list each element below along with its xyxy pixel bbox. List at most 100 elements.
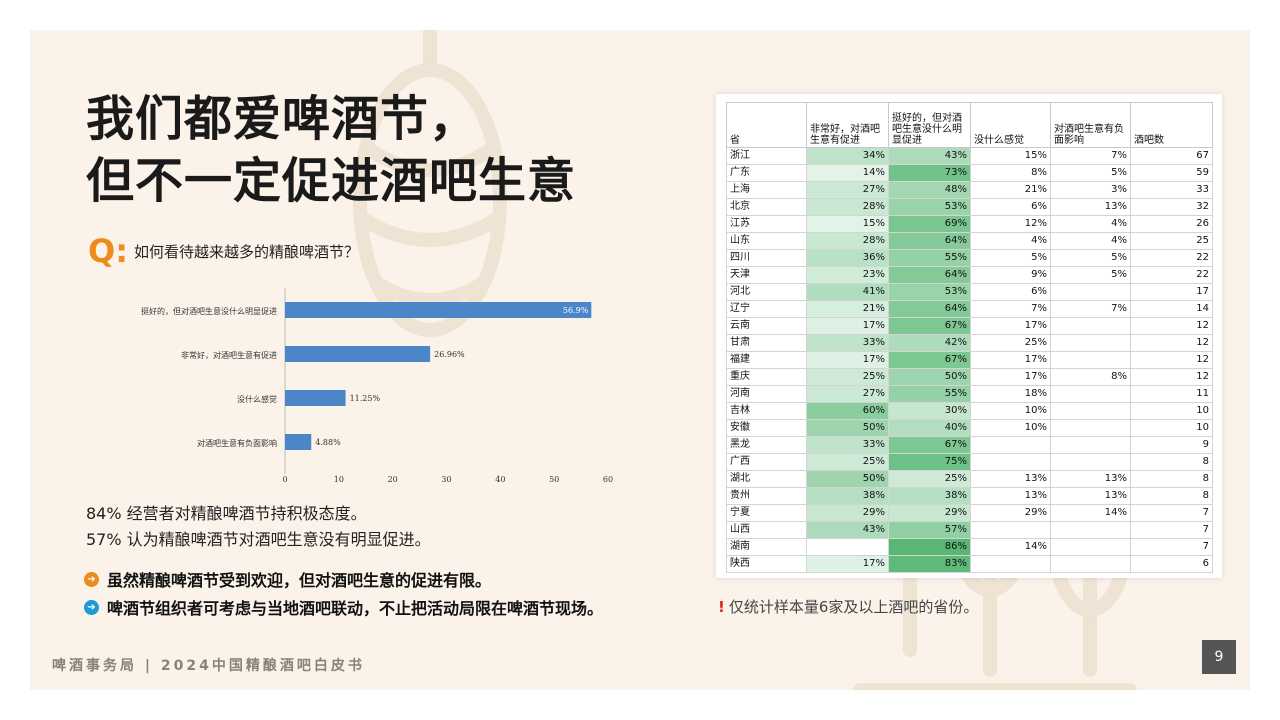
table-row: 辽宁 21% 64% 7% 7% 14 <box>726 300 1213 318</box>
value-cell: 25% <box>970 334 1051 352</box>
footer-source: 啤酒事务局 | 2024中国精酿酒吧白皮书 <box>52 658 365 674</box>
bar <box>285 390 346 406</box>
value-cell: 5% <box>1050 164 1131 182</box>
data-label: 11.25% <box>350 394 381 403</box>
category-label: 挺好的，但对酒吧生意没什么明显促进 <box>141 306 277 316</box>
value-cell: 40% <box>888 419 971 437</box>
value-cell: 21% <box>806 300 889 318</box>
value-cell <box>1050 334 1131 352</box>
value-cell: 4% <box>1050 215 1131 233</box>
value-cell: 12 <box>1130 334 1213 352</box>
value-cell: 43% <box>806 521 889 539</box>
table-row: 广西 25% 75% 8 <box>726 453 1213 471</box>
table-row: 安徽 50% 40% 10% 10 <box>726 419 1213 437</box>
value-cell: 50% <box>806 419 889 437</box>
value-cell: 67% <box>888 436 971 454</box>
value-cell <box>1050 419 1131 437</box>
value-cell <box>970 521 1051 539</box>
value-cell: 13% <box>970 470 1051 488</box>
value-cell: 64% <box>888 300 971 318</box>
value-cell: 50% <box>806 470 889 488</box>
value-cell: 41% <box>806 283 889 301</box>
value-cell: 33% <box>806 334 889 352</box>
value-cell: 14% <box>1050 504 1131 522</box>
value-cell: 25% <box>806 368 889 386</box>
value-cell: 75% <box>888 453 971 471</box>
arrow-right-icon: ➔ <box>84 599 99 615</box>
value-cell: 38% <box>888 487 971 505</box>
survey-bar-chart: 挺好的，但对酒吧生意没什么明显促进 56.9% 非常好，对酒吧生意有促进 26.96%… <box>141 288 613 484</box>
value-cell: 22 <box>1130 266 1213 284</box>
value-cell: 30% <box>888 402 971 420</box>
value-cell: 28% <box>806 198 889 216</box>
value-cell: 10% <box>970 402 1051 420</box>
value-cell: 73% <box>888 164 971 182</box>
column-header: 非常好，对酒吧生意有促进 <box>806 102 889 148</box>
table-row: 山西 43% 57% 7 <box>726 521 1213 539</box>
x-tick-label: 0 <box>282 475 287 484</box>
value-cell: 15% <box>806 215 889 233</box>
value-cell: 3% <box>1050 181 1131 199</box>
province-cell: 甘肃 <box>726 334 807 352</box>
value-cell: 25% <box>888 470 971 488</box>
value-cell: 67 <box>1130 147 1213 165</box>
value-cell: 34% <box>806 147 889 165</box>
value-cell: 13% <box>1050 198 1131 216</box>
value-cell <box>970 436 1051 454</box>
province-cell: 辽宁 <box>726 300 807 318</box>
table-row: 湖南 86% 14% 7 <box>726 538 1213 556</box>
value-cell: 4% <box>970 232 1051 250</box>
value-cell: 4% <box>1050 232 1131 250</box>
arrow-right-icon: ➔ <box>84 571 99 587</box>
value-cell: 25 <box>1130 232 1213 250</box>
value-cell <box>1050 351 1131 369</box>
value-cell: 33% <box>806 436 889 454</box>
bullet-1: ➔ 虽然精酿啤酒节受到欢迎，但对酒吧生意的促进有限。 <box>84 567 491 591</box>
value-cell: 8 <box>1130 470 1213 488</box>
table-row: 河南 27% 55% 18% 11 <box>726 385 1213 403</box>
value-cell <box>806 538 889 556</box>
value-cell: 53% <box>888 198 971 216</box>
value-cell: 55% <box>888 249 971 267</box>
stat-line-1: 84% 经营者对精酿啤酒节持积极态度。 <box>86 504 367 523</box>
province-cell: 北京 <box>726 198 807 216</box>
value-cell: 7% <box>1050 300 1131 318</box>
table-row: 四川 36% 55% 5% 5% 22 <box>726 249 1213 267</box>
footnote-text: 仅统计样本量6家及以上酒吧的省份。 <box>728 598 979 616</box>
value-cell: 43% <box>888 147 971 165</box>
value-cell <box>1050 283 1131 301</box>
province-cell: 河北 <box>726 283 807 301</box>
table-row: 上海 27% 48% 21% 3% 33 <box>726 181 1213 199</box>
value-cell: 42% <box>888 334 971 352</box>
value-cell: 86% <box>888 538 971 556</box>
value-cell <box>1050 555 1131 573</box>
value-cell: 21% <box>970 181 1051 199</box>
value-cell: 9 <box>1130 436 1213 454</box>
value-cell <box>1050 453 1131 471</box>
table-row: 河北 41% 53% 6% 17 <box>726 283 1213 301</box>
value-cell: 8 <box>1130 453 1213 471</box>
value-cell: 10% <box>970 419 1051 437</box>
value-cell <box>1050 538 1131 556</box>
column-header: 没什么感觉 <box>970 102 1051 148</box>
column-header: 省 <box>726 102 807 148</box>
table-body: 浙江 34% 43% 15% 7% 67 广东 14% 73% 8% 5% 59 上海 27% 48% 21%… <box>726 147 1213 573</box>
value-cell: 12 <box>1130 317 1213 335</box>
value-cell: 13% <box>1050 487 1131 505</box>
province-cell: 吉林 <box>726 402 807 420</box>
bullet-2-text: 啤酒节组织者可考虑与当地酒吧联动，不止把活动局限在啤酒节现场。 <box>107 599 604 618</box>
table-row: 江苏 15% 69% 12% 4% 26 <box>726 215 1213 233</box>
question-mark-label: Q: <box>88 232 128 270</box>
value-cell: 59 <box>1130 164 1213 182</box>
value-cell: 14% <box>806 164 889 182</box>
province-cell: 江苏 <box>726 215 807 233</box>
table-row: 湖北 50% 25% 13% 13% 8 <box>726 470 1213 488</box>
value-cell: 17 <box>1130 283 1213 301</box>
value-cell: 67% <box>888 351 971 369</box>
province-cell: 黑龙 <box>726 436 807 454</box>
table-row: 甘肃 33% 42% 25% 12 <box>726 334 1213 352</box>
data-label: 26.96% <box>434 350 465 359</box>
value-cell: 27% <box>806 385 889 403</box>
province-cell: 河南 <box>726 385 807 403</box>
value-cell: 17% <box>970 317 1051 335</box>
